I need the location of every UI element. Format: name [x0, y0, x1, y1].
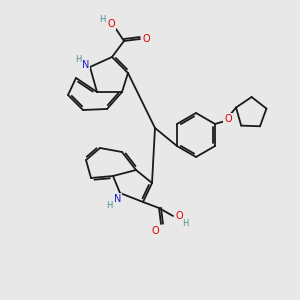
- Text: H: H: [106, 202, 112, 211]
- Text: O: O: [151, 226, 159, 236]
- Text: H: H: [182, 220, 188, 229]
- Text: H: H: [75, 55, 81, 64]
- Text: H: H: [99, 14, 105, 23]
- Text: O: O: [142, 34, 150, 44]
- Text: O: O: [107, 19, 115, 29]
- Text: N: N: [82, 60, 90, 70]
- Text: O: O: [175, 211, 183, 221]
- Text: N: N: [114, 194, 122, 204]
- Text: O: O: [224, 114, 232, 124]
